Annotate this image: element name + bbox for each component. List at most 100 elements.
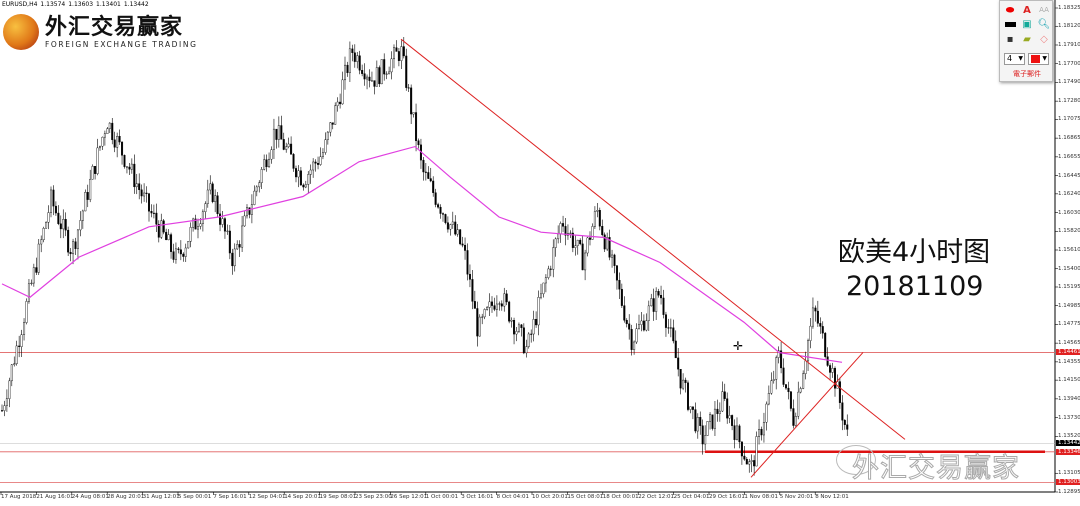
candle-body xyxy=(669,327,672,329)
candle-body xyxy=(98,146,101,149)
candle-body xyxy=(574,245,577,248)
candle-body xyxy=(434,192,437,205)
candle-body xyxy=(672,327,675,342)
line-width-select[interactable]: 4 ▼ xyxy=(1004,53,1025,65)
candle-body xyxy=(363,73,366,80)
candle-body xyxy=(241,225,244,248)
candle-body xyxy=(606,237,609,250)
candle-body xyxy=(748,461,751,465)
candle-body xyxy=(785,384,788,389)
candle-body xyxy=(370,80,373,82)
candle-body xyxy=(383,59,386,75)
candle-body xyxy=(373,80,376,87)
candle-body xyxy=(709,414,712,422)
candle-body xyxy=(647,305,650,321)
candle-body xyxy=(721,391,724,412)
rectangle-icon[interactable] xyxy=(1003,19,1017,30)
price-tick-label: 1.16445 xyxy=(1058,172,1080,179)
candle-body xyxy=(238,244,241,248)
candle-body xyxy=(733,425,736,440)
candle-body xyxy=(691,406,694,410)
candle-body xyxy=(128,166,131,170)
candle-body xyxy=(351,48,354,53)
candle-body xyxy=(375,67,378,87)
candle-body xyxy=(135,183,138,188)
price-tick-label: 1.15820 xyxy=(1058,228,1080,235)
candle-body xyxy=(667,327,670,329)
candle-body xyxy=(388,71,391,75)
globe-logo-icon xyxy=(3,14,39,50)
candle-body xyxy=(211,183,214,203)
candle-body xyxy=(456,229,459,235)
candle-body xyxy=(495,303,498,310)
candle-body xyxy=(726,398,729,419)
candle-body xyxy=(40,239,43,245)
color-select[interactable]: ▼ xyxy=(1028,53,1049,65)
price-tick-label: 1.17075 xyxy=(1058,116,1080,123)
zoom-icon[interactable]: 🔍︎ xyxy=(1037,19,1051,30)
candle-body xyxy=(449,224,452,230)
candle-body xyxy=(677,357,680,370)
brand-logo: 外汇交易赢家 FOREIGN EXCHANGE TRADING xyxy=(3,14,198,50)
candle-body xyxy=(459,229,462,245)
candle-body xyxy=(282,139,285,150)
caption-title: 欧美4小时图 xyxy=(838,237,991,268)
candle-body xyxy=(326,131,329,140)
email-link[interactable]: 電子郵件 xyxy=(1013,70,1041,78)
open-folder-icon[interactable]: ▰ xyxy=(1023,34,1031,45)
candle-body xyxy=(638,324,641,329)
candle-body xyxy=(696,417,699,432)
time-tick-label: 26 Sep 12:01 xyxy=(390,494,428,500)
candle-body xyxy=(415,112,418,141)
chart-header: EURUSD,H4 1.13574 1.13603 1.13401 1.1344… xyxy=(2,1,149,8)
candle-body xyxy=(160,220,163,238)
label-icon[interactable]: AA xyxy=(1039,6,1049,14)
screenshot-icon[interactable]: ▣ xyxy=(1022,19,1032,30)
candle-body xyxy=(312,161,315,171)
candle-body xyxy=(807,340,810,362)
candle-body xyxy=(91,166,94,180)
candle-body xyxy=(704,435,707,445)
candle-body xyxy=(37,243,40,273)
candle-body xyxy=(723,391,726,399)
price-tick-label: 1.17280 xyxy=(1058,98,1080,105)
time-tick-label: 7 Sep 16:01 xyxy=(213,494,247,500)
price-tick-label: 1.17700 xyxy=(1058,60,1080,67)
candle-body xyxy=(674,340,677,359)
time-tick-label: 12 Sep 04:01 xyxy=(248,494,286,500)
candle-body xyxy=(143,192,146,197)
candle-body xyxy=(789,391,792,409)
time-tick-label: 28 Aug 20:01 xyxy=(107,494,145,500)
candle-body xyxy=(713,408,716,429)
candle-body xyxy=(834,368,837,389)
candle-body xyxy=(657,291,660,296)
logo-subtitle: FOREIGN EXCHANGE TRADING xyxy=(45,39,198,49)
close-value: 1.13442 xyxy=(123,1,149,8)
candle-body xyxy=(549,268,552,270)
time-tick-label: 21 Aug 16:01 xyxy=(36,494,74,500)
candle-body xyxy=(642,320,645,331)
candle-body xyxy=(689,406,692,410)
candle-body xyxy=(86,192,89,200)
candle-body xyxy=(45,221,48,229)
text-icon[interactable]: A xyxy=(1023,5,1031,16)
ellipse-icon[interactable]: ⬬ xyxy=(1005,5,1015,16)
candle-body xyxy=(623,305,626,321)
price-tick-label: 1.13730 xyxy=(1058,414,1080,421)
price-tick-label: 1.14775 xyxy=(1058,321,1080,328)
eraser-icon[interactable]: ◇ xyxy=(1040,34,1048,45)
price-tick-label: 1.12895 xyxy=(1058,489,1080,495)
candle-body xyxy=(797,391,800,417)
candle-body xyxy=(292,154,295,169)
save-icon[interactable]: ▪ xyxy=(1006,34,1014,45)
moving-average-line xyxy=(1,145,843,363)
candle-body xyxy=(515,331,518,335)
candle-body xyxy=(520,324,523,328)
candle-body xyxy=(816,310,819,324)
candle-body xyxy=(738,425,741,443)
price-tick-label: 1.15610 xyxy=(1058,247,1080,253)
candle-body xyxy=(118,136,121,143)
candle-body xyxy=(59,223,62,230)
price-tick-label: 1.13105 xyxy=(1058,470,1080,477)
